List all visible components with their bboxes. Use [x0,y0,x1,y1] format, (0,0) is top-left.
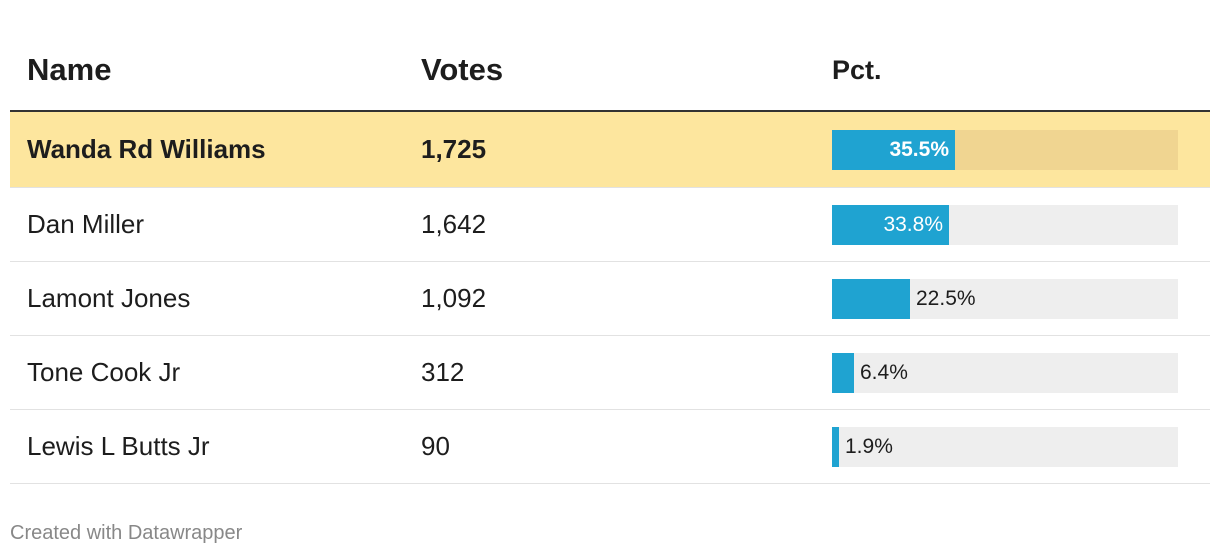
pct-bar [832,129,955,170]
candidate-name: Wanda Rd Williams [27,134,266,164]
candidate-name: Lewis L Butts Jr [27,431,210,461]
pct-label: 35.5% [889,137,949,161]
footer-credit: Created with Datawrapper [10,522,243,544]
vote-count: 90 [421,431,450,461]
pct-bar-track: 1.9% [832,426,1178,467]
pct-label: 6.4% [860,360,908,384]
pct-label: 22.5% [916,286,976,310]
column-header-name: Name [27,52,112,87]
table-body: Wanda Rd Williams 1,725 35.5% Dan Miller 1,6… [10,112,1210,484]
pct-bar [832,426,839,467]
table-row: Dan Miller 1,642 33.8% [10,188,1210,262]
vote-count: 1,092 [421,283,487,313]
column-header-pct: Pct. [832,55,882,85]
pct-label: 1.9% [845,434,893,458]
candidate-name: Tone Cook Jr [27,357,181,387]
column-header-votes: Votes [421,52,504,87]
candidate-name: Dan Miller [27,209,145,239]
vote-count: 1,642 [421,209,487,239]
pct-bar-track: 6.4% [832,352,1178,393]
table-row: Lamont Jones 1,092 22.5% [10,262,1210,336]
pct-bar-track: 33.8% [832,204,1178,245]
table-row: Tone Cook Jr 312 6.4% [10,336,1210,410]
table-header: Name Votes Pct. [10,30,1210,112]
pct-label: 33.8% [883,212,943,236]
candidate-name: Lamont Jones [27,283,191,313]
table-row: Lewis L Butts Jr 90 1.9% [10,410,1210,484]
pct-bar-track: 35.5% [832,129,1178,170]
pct-bar [832,352,854,393]
table-row: Wanda Rd Williams 1,725 35.5% [10,112,1210,188]
results-table: Name Votes Pct. Wanda Rd Williams 1,725 35… [10,30,1210,484]
vote-count: 1,725 [421,134,487,164]
vote-count: 312 [421,357,465,387]
pct-bar [832,204,949,245]
pct-bar-track: 22.5% [832,278,1178,319]
pct-bar [832,278,910,319]
